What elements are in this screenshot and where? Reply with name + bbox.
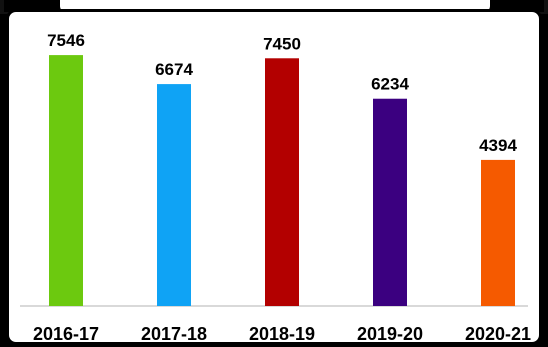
category-label-2018-19: 2018-19: [249, 324, 315, 344]
bar-2019-20: [373, 98, 407, 306]
category-label-2016-17: 2016-17: [33, 324, 99, 344]
bar-2017-18: [157, 84, 191, 306]
bars: [49, 55, 515, 306]
value-label-2020-21: 4394: [479, 136, 517, 155]
value-label-2016-17: 7546: [47, 31, 85, 50]
value-label-2019-20: 6234: [371, 75, 409, 94]
bar-2020-21: [481, 159, 515, 306]
category-label-2019-20: 2019-20: [357, 324, 423, 344]
value-label-2017-18: 6674: [155, 60, 193, 79]
bar-2018-19: [265, 58, 299, 306]
value-labels: 7546 6674 7450 6234 4394: [47, 31, 517, 155]
category-label-2020-21: 2020-21: [465, 324, 531, 344]
category-labels: 2016-17 2017-18 2018-19 2019-20 2020-21: [33, 324, 531, 344]
category-label-2017-18: 2017-18: [141, 324, 207, 344]
value-label-2018-19: 7450: [263, 34, 301, 53]
bar-2016-17: [49, 55, 83, 306]
